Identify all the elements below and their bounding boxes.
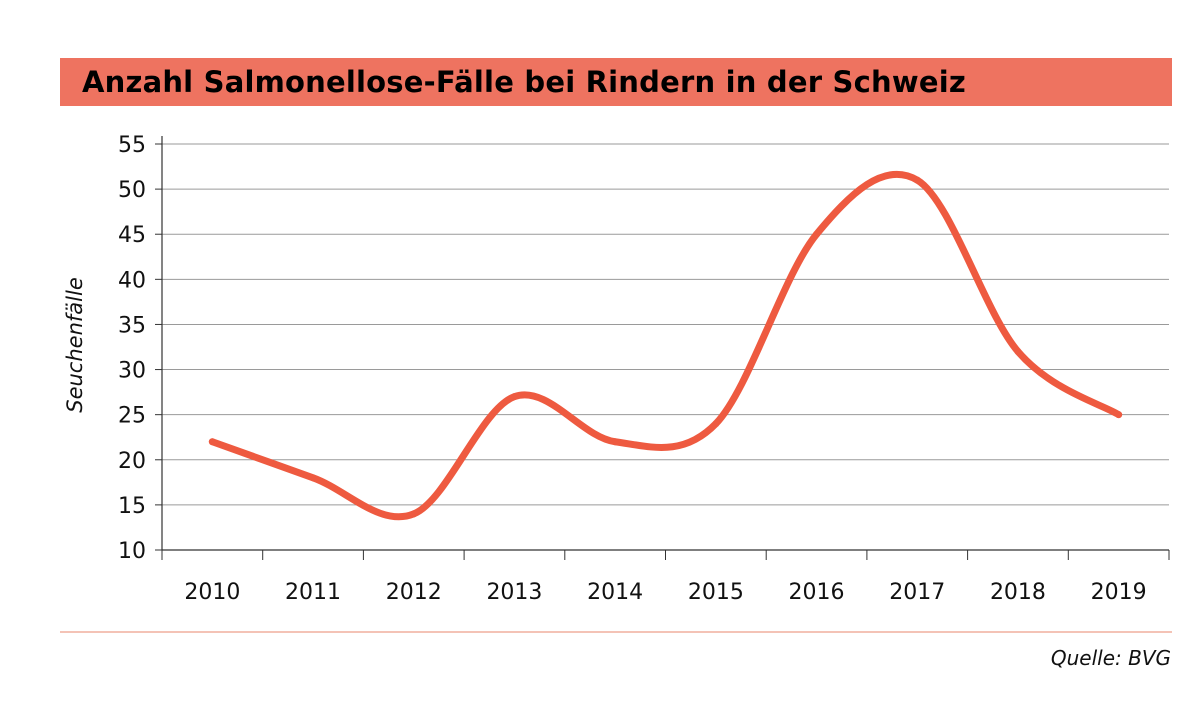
y-tick-label: 10 <box>118 539 146 564</box>
x-tick-labels: 2010 2011 2012 2013 2014 2015 2016 2017 2018 2019 <box>184 580 1146 605</box>
y-tick-labels: 10 15 20 25 30 35 40 45 50 55 <box>118 133 146 564</box>
y-tick-label: 40 <box>118 268 146 293</box>
x-tick-label: 2016 <box>789 580 845 605</box>
gridlines <box>162 143 1169 506</box>
series-line <box>208 170 1123 521</box>
title-bar: Anzahl Salmonellose-Fälle bei Rindern in… <box>60 58 1172 106</box>
data-point <box>611 438 619 446</box>
data-point <box>208 438 216 446</box>
data-point <box>913 176 921 184</box>
y-tick-label: 50 <box>118 178 146 203</box>
chart-title: Anzahl Salmonellose-Fälle bei Rindern in… <box>82 65 966 99</box>
x-tick-label: 2018 <box>990 580 1046 605</box>
x-tick-label: 2014 <box>587 580 643 605</box>
x-tick-label: 2010 <box>184 580 240 605</box>
axes <box>155 136 1170 560</box>
footer-divider <box>60 631 1172 633</box>
x-tick-label: 2017 <box>889 580 945 605</box>
data-point <box>712 420 720 428</box>
y-tick-label: 55 <box>118 133 146 158</box>
y-tick-label: 30 <box>118 359 146 384</box>
x-tick-label: 2011 <box>285 580 341 605</box>
y-tick-label: 20 <box>118 449 146 474</box>
data-point <box>1014 348 1022 356</box>
x-tick-label: 2019 <box>1091 580 1147 605</box>
y-tick-label: 15 <box>118 494 146 519</box>
y-tick-label: 35 <box>118 313 146 338</box>
series <box>208 170 1123 521</box>
x-tick-label: 2015 <box>688 580 744 605</box>
data-point <box>510 393 518 401</box>
x-tick-label: 2012 <box>386 580 442 605</box>
y-axis-label: Seuchenfälle <box>63 277 87 413</box>
x-tick-label: 2013 <box>486 580 542 605</box>
y-tick-label: 45 <box>118 223 146 248</box>
source-note: Quelle: BVG <box>1050 646 1171 670</box>
data-point <box>813 230 821 238</box>
data-point <box>1115 411 1123 419</box>
data-point <box>410 510 418 518</box>
data-point <box>309 474 317 482</box>
y-tick-label: 25 <box>118 404 146 429</box>
